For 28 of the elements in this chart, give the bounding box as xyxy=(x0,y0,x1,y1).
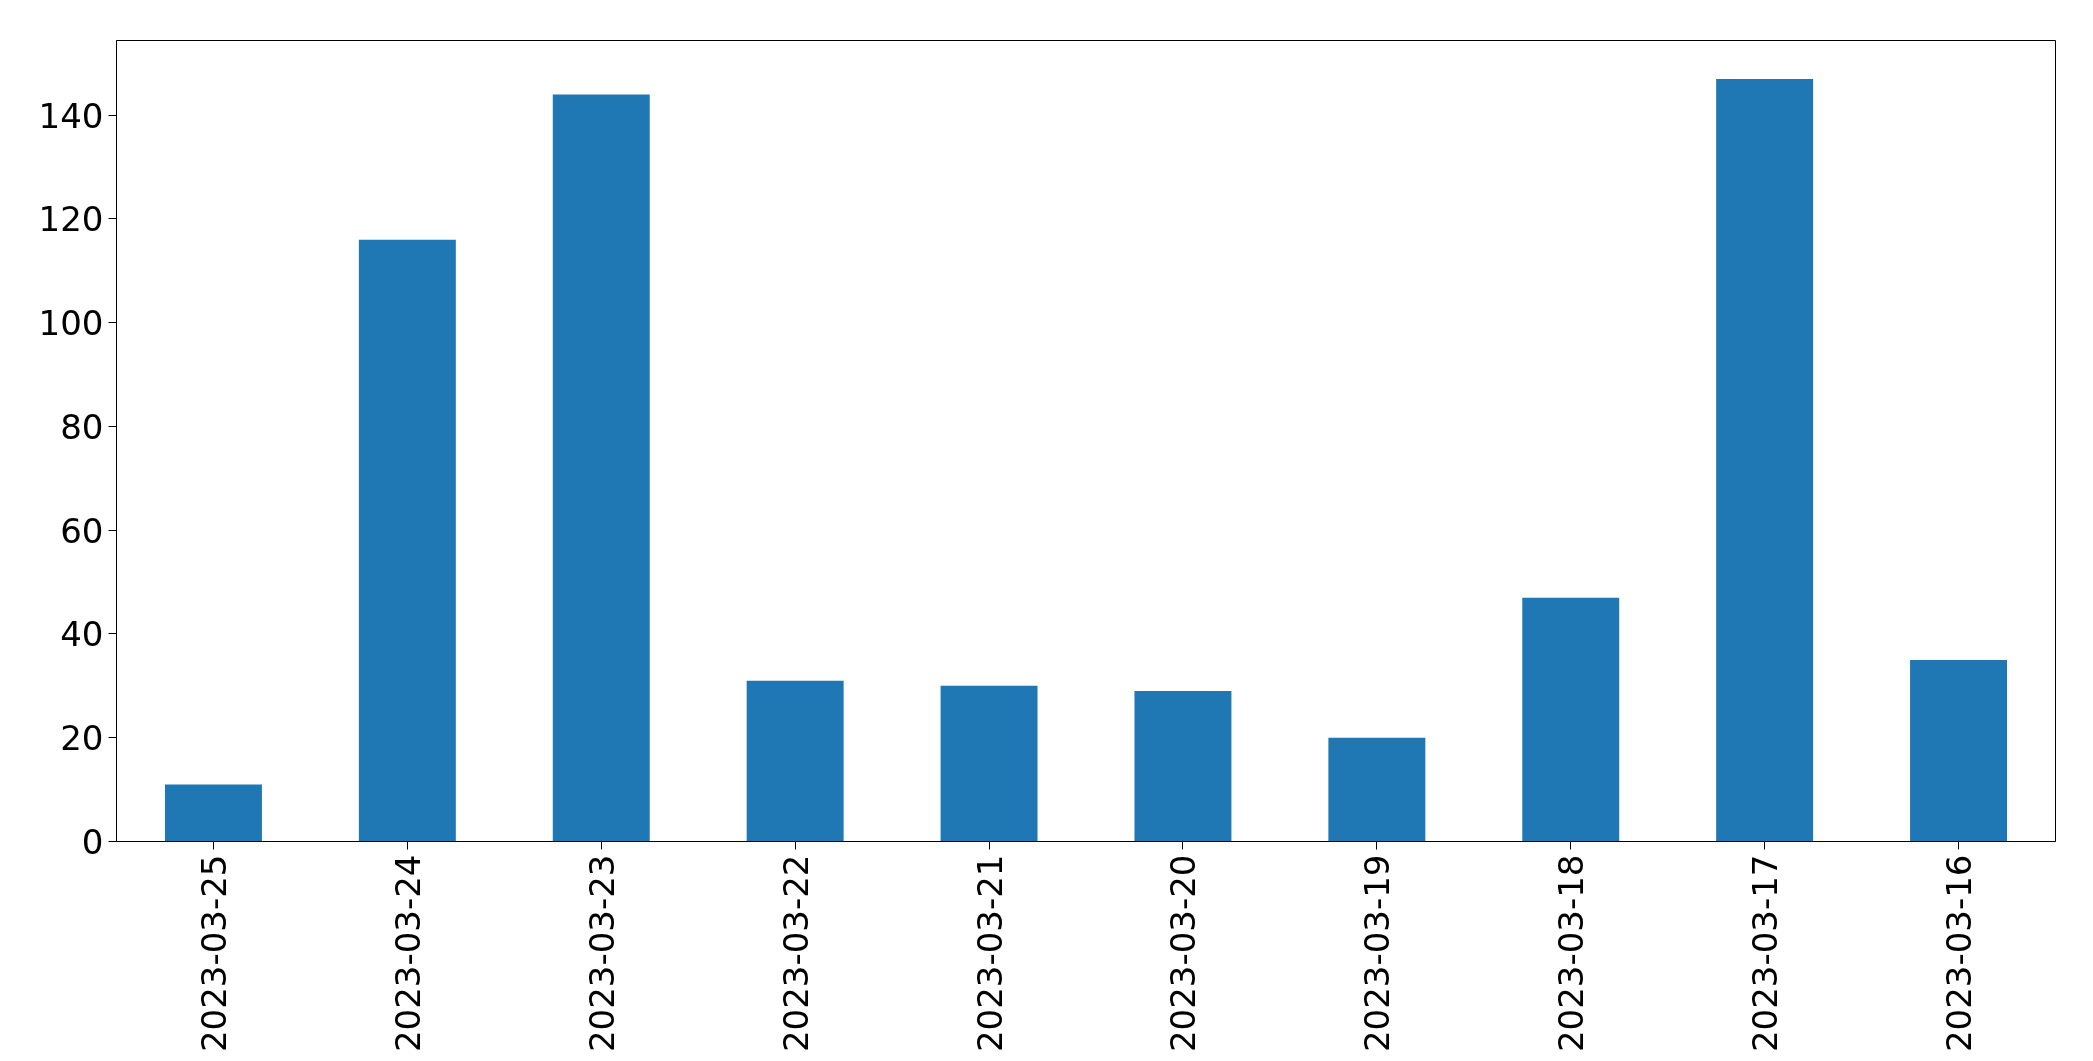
x-tick-label: 2023-03-20 xyxy=(1163,854,1204,1053)
y-tick-label: 0 xyxy=(81,822,104,862)
bar xyxy=(164,784,262,842)
x-tick-label: 2023-03-22 xyxy=(775,854,816,1053)
y-tick-label: 40 xyxy=(60,614,104,655)
x-tick-label: 2023-03-23 xyxy=(581,854,622,1053)
y-tick-label: 80 xyxy=(60,406,104,447)
x-tick-label: 2023-03-19 xyxy=(1357,854,1398,1053)
bar xyxy=(940,685,1038,842)
bar xyxy=(1910,659,2008,842)
y-tick-label: 20 xyxy=(60,718,104,759)
x-tick-label: 2023-03-16 xyxy=(1939,854,1980,1053)
y-tick-label: 100 xyxy=(38,303,104,344)
x-tick-label: 2023-03-21 xyxy=(969,854,1010,1053)
bar xyxy=(1522,597,1620,842)
bar xyxy=(1328,737,1426,842)
bar xyxy=(552,94,650,842)
x-tick-label: 2023-03-25 xyxy=(193,854,234,1053)
bar xyxy=(1134,691,1232,842)
bar xyxy=(746,680,844,842)
x-tick-label: 2023-03-18 xyxy=(1551,854,1592,1053)
y-tick-label: 120 xyxy=(38,199,104,240)
bar xyxy=(358,239,456,842)
x-tick-label: 2023-03-17 xyxy=(1745,854,1786,1053)
y-tick-label: 140 xyxy=(38,95,104,136)
x-tick-label: 2023-03-24 xyxy=(387,854,428,1053)
bar xyxy=(1716,78,1814,842)
y-tick-label: 60 xyxy=(60,510,104,551)
